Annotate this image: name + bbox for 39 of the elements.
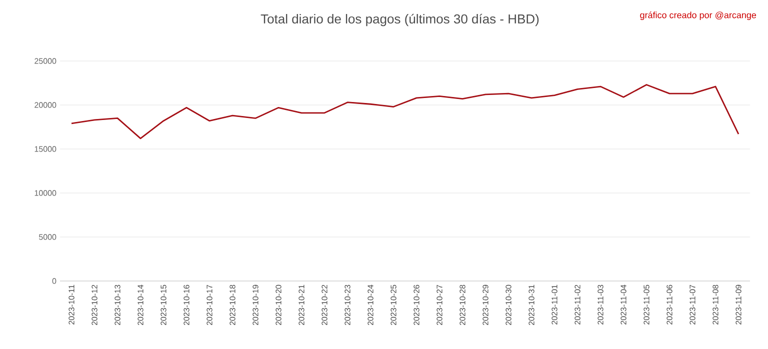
x-tick-label: 2023-10-17 (206, 284, 212, 326)
x-tick-label: 2023-11-03 (598, 284, 604, 324)
x-tick-label: 2023-10-26 (414, 284, 420, 326)
y-tick-label: 25000 (34, 58, 56, 64)
x-tick-label: 2023-10-16 (184, 284, 190, 326)
x-tick-label: 2023-11-09 (736, 284, 742, 324)
x-tick-label: 2023-10-21 (298, 284, 304, 326)
x-tick-label: 2023-10-29 (482, 284, 488, 326)
x-tick-label: 2023-11-05 (644, 284, 650, 324)
x-tick-label: 2023-11-01 (552, 284, 558, 324)
y-tick-label: 15000 (34, 146, 56, 152)
chart-title: Total diario de los pagos (últimos 30 días - HBD) (260, 14, 539, 26)
x-tick-label: 2023-10-18 (230, 284, 236, 326)
text: gráfico creado por @arcange (640, 12, 756, 20)
y-tick-label: 0 (52, 278, 56, 284)
x-tick-label: 2023-11-04 (620, 284, 626, 324)
line-series (70, 84, 740, 140)
x-tick-label: 2023-10-20 (276, 284, 282, 326)
x-tick-label: 2023-10-31 (528, 284, 534, 326)
x-tick-label: 2023-10-24 (368, 284, 374, 326)
x-tick-label: 2023-11-02 (574, 284, 580, 324)
y-tick-label: 5000 (38, 234, 56, 240)
x-tick-label: 2023-10-13 (114, 284, 120, 326)
x-tick-label: 2023-10-22 (322, 284, 328, 326)
y-tick-label: 20000 (34, 102, 56, 108)
x-tick-label: 2023-10-30 (506, 284, 512, 326)
x-tick-label: 2023-11-06 (666, 284, 672, 324)
x-tick-label: 2023-10-19 (252, 284, 258, 326)
x-tick-label: 2023-10-23 (344, 284, 350, 326)
x-tick-label: 2023-10-12 (92, 284, 98, 326)
x-tick-label: 2023-10-11 (68, 284, 74, 324)
x-tick-label: 2023-10-15 (160, 284, 166, 326)
x-tick-label: 2023-10-25 (390, 284, 396, 326)
x-tick-label: 2023-11-07 (690, 284, 696, 324)
x-tick-label: 2023-10-28 (460, 284, 466, 326)
x-tick-label: 2023-10-14 (138, 284, 144, 326)
x-tick-label: 2023-11-08 (712, 284, 718, 324)
x-tick-label: 2023-10-27 (436, 284, 442, 326)
y-tick-label: 10000 (34, 190, 56, 196)
